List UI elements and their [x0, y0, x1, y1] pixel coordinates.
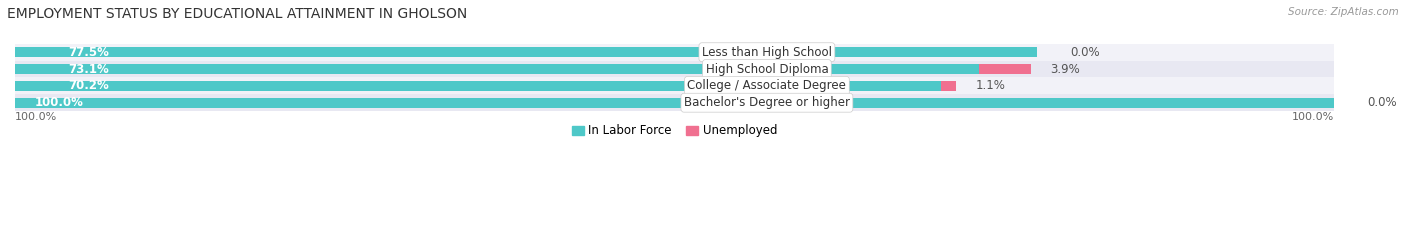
Bar [15, 77, 1334, 94]
Text: EMPLOYMENT STATUS BY EDUCATIONAL ATTAINMENT IN GHOLSON: EMPLOYMENT STATUS BY EDUCATIONAL ATTAINM… [7, 7, 467, 21]
Bar [980, 64, 1031, 74]
Text: Less than High School: Less than High School [702, 46, 832, 59]
Text: 0.0%: 0.0% [1367, 96, 1396, 109]
Bar [15, 94, 1334, 111]
Bar [15, 44, 1334, 61]
Text: 3.9%: 3.9% [1050, 62, 1080, 75]
Bar [941, 81, 956, 91]
Legend: In Labor Force, Unemployed: In Labor Force, Unemployed [567, 120, 782, 142]
Text: 100.0%: 100.0% [35, 96, 84, 109]
Bar [15, 64, 980, 74]
Text: 100.0%: 100.0% [1292, 112, 1334, 122]
Text: 77.5%: 77.5% [67, 46, 108, 59]
Text: 70.2%: 70.2% [67, 79, 108, 92]
Bar [15, 47, 1038, 57]
Text: 73.1%: 73.1% [67, 62, 108, 75]
Text: 100.0%: 100.0% [15, 112, 58, 122]
Text: Source: ZipAtlas.com: Source: ZipAtlas.com [1288, 7, 1399, 17]
Text: 1.1%: 1.1% [976, 79, 1005, 92]
Bar [15, 61, 1334, 77]
Text: Bachelor's Degree or higher: Bachelor's Degree or higher [683, 96, 849, 109]
Bar [15, 81, 941, 91]
Text: College / Associate Degree: College / Associate Degree [688, 79, 846, 92]
Text: High School Diploma: High School Diploma [706, 62, 828, 75]
Text: 0.0%: 0.0% [1070, 46, 1099, 59]
Bar [15, 98, 1334, 108]
